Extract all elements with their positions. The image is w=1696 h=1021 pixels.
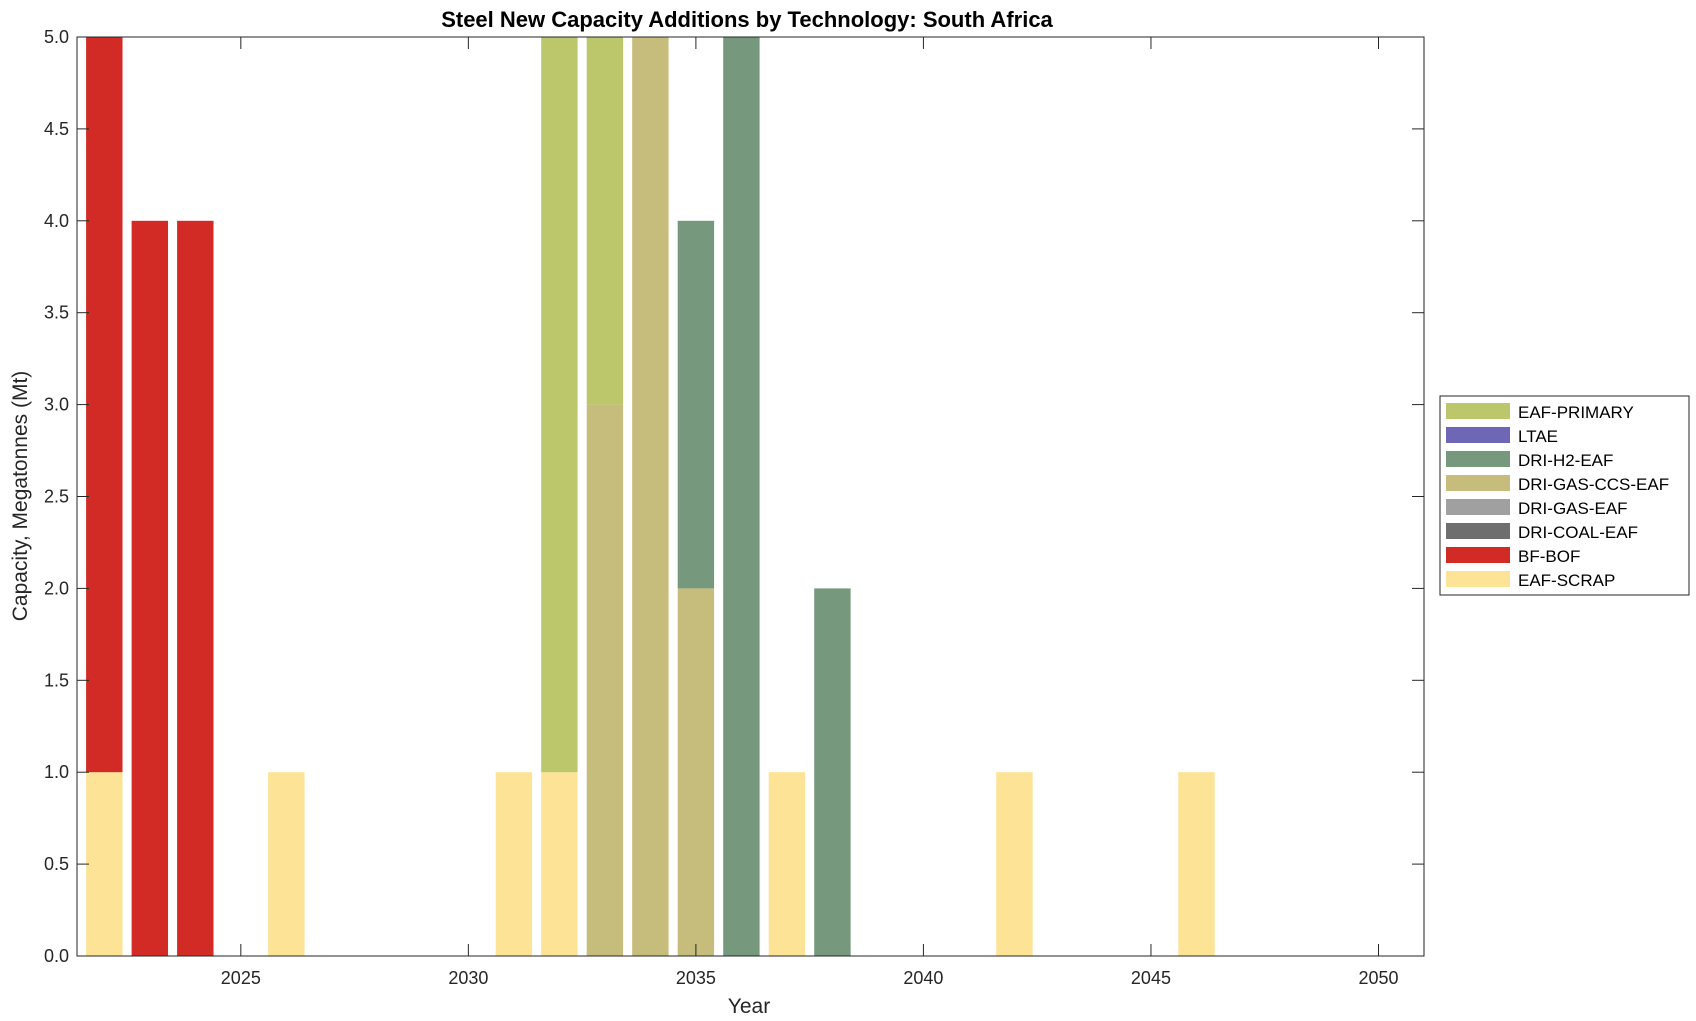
bar-dri-gas-ccs-eaf-2035: [677, 588, 715, 956]
bar-dri-gas-ccs-eaf-2034: [632, 37, 669, 956]
legend-swatch-dri-h2-eaf: [1446, 451, 1510, 467]
bar-bf-bof-2023: [131, 220, 169, 957]
x-tick-label: 2045: [1131, 968, 1171, 988]
bar-eaf-scrap-2026: [268, 772, 305, 956]
bar-eaf-scrap-2037: [768, 772, 806, 956]
ticks-group: 0.0 0.5 1.0 1.5 2.0 2.5 3.0 3.5 4.0 4.5 5.0 2025 203…: [44, 27, 1424, 988]
y-tick-label: 2.0: [44, 578, 69, 598]
chart-title: Steel New Capacity Additions by Technolo…: [441, 7, 1053, 32]
bar-bf-bof-2024: [177, 220, 214, 957]
y-tick-label: 4.5: [44, 119, 69, 139]
legend-label-bf-bof: BF-BOF: [1518, 547, 1580, 566]
legend-label-dri-h2-eaf: DRI-H2-EAF: [1518, 451, 1613, 470]
bar-eaf-scrap-2031: [495, 772, 533, 956]
y-tick-label: 1.0: [44, 762, 69, 782]
x-tick-label: 2030: [448, 968, 488, 988]
y-tick-label: 0.5: [44, 854, 69, 874]
x-tick-label: 2025: [221, 968, 261, 988]
legend-label-dri-gas-eaf: DRI-GAS-EAF: [1518, 499, 1628, 518]
bar-dri-h2-eaf-2035: [677, 220, 715, 589]
bar-dri-h2-eaf-2038: [814, 588, 851, 956]
y-tick-label: 3.5: [44, 303, 69, 323]
x-tick-label: 2040: [903, 968, 943, 988]
bar-dri-h2-eaf-2036: [723, 37, 760, 956]
legend-swatch-dri-gas-ccs-eaf: [1446, 475, 1510, 491]
legend-swatch-dri-coal-eaf: [1446, 523, 1510, 539]
x-axis-label: Year: [728, 995, 770, 1018]
y-tick-label: 2.5: [44, 487, 69, 507]
legend-label-dri-coal-eaf: DRI-COAL-EAF: [1518, 523, 1638, 542]
legend-label-eaf-primary: EAF-PRIMARY: [1518, 403, 1634, 422]
bar-dri-gas-ccs-eaf-2033: [586, 404, 624, 957]
legend-swatch-eaf-primary: [1446, 403, 1510, 419]
legend-swatch-bf-bof: [1446, 547, 1510, 563]
legend: EAF-PRIMARY LTAE DRI-H2-EAF DRI-GAS-CCS-EAF…: [1439, 395, 1690, 596]
x-tick-label: 2035: [676, 968, 716, 988]
legend-swatch-ltae: [1446, 427, 1510, 443]
bar-eaf-scrap-2042: [996, 772, 1033, 956]
y-tick-label: 5.0: [44, 27, 69, 47]
bars-group: [86, 37, 1215, 957]
legend-label-dri-gas-ccs-eaf: DRI-GAS-CCS-EAF: [1518, 475, 1669, 494]
bar-bf-bof-2022: [86, 37, 123, 773]
y-axis-label: Capacity, Megatonnes (Mt): [9, 371, 32, 622]
x-tick-label: 2050: [1358, 968, 1398, 988]
bar-eaf-primary-2033: [586, 37, 624, 405]
bar-eaf-primary-2032: [541, 37, 578, 773]
bar-eaf-scrap-2022: [86, 772, 123, 956]
y-tick-label: 4.0: [44, 211, 69, 231]
legend-label-eaf-scrap: EAF-SCRAP: [1518, 571, 1615, 590]
legend-swatch-dri-gas-eaf: [1446, 499, 1510, 515]
y-tick-label: 3.0: [44, 395, 69, 415]
y-tick-label: 1.5: [44, 670, 69, 690]
bar-eaf-scrap-2046: [1178, 772, 1215, 956]
legend-swatch-eaf-scrap: [1446, 571, 1510, 587]
legend-label-ltae: LTAE: [1518, 427, 1558, 446]
bar-eaf-scrap-2032: [541, 772, 578, 956]
y-tick-label: 0.0: [44, 946, 69, 966]
